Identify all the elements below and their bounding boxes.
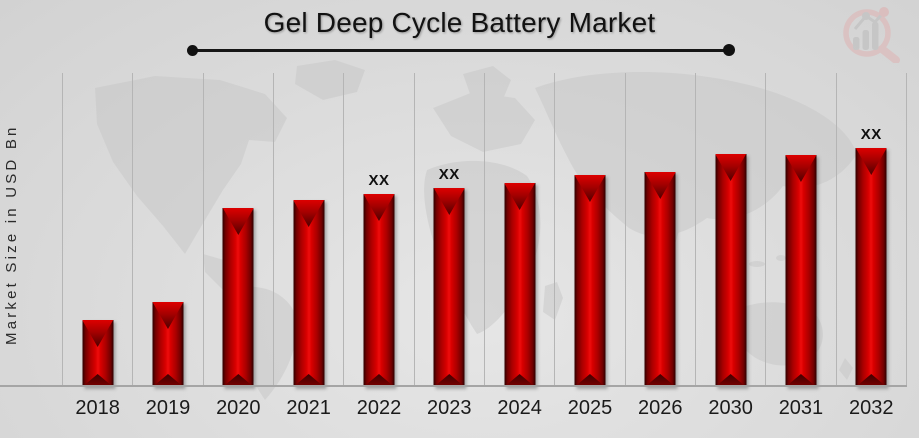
bar-value-label: XX: [368, 172, 390, 189]
bar-value-label: XX: [860, 126, 882, 143]
bar-2019: [152, 302, 184, 387]
bar-2025: [574, 175, 606, 387]
chart-column: 2019: [133, 73, 204, 419]
bar-2022: [363, 194, 395, 387]
bar-chart-magnifier-logo-icon: [843, 7, 900, 63]
x-axis-label-2023: 2023: [427, 397, 472, 419]
bar-2032: [855, 148, 887, 387]
chart-column: 2021: [274, 73, 345, 419]
x-axis-label-2022: 2022: [356, 397, 402, 419]
bar-2031: [785, 155, 817, 387]
bar-2018: [82, 320, 114, 387]
chart-column: 2020: [204, 73, 274, 419]
chart-column: 2026: [626, 73, 696, 419]
chart-column: 2031: [766, 73, 837, 419]
x-axis-label-2032: 2032: [849, 397, 894, 419]
bar-2020: [222, 208, 254, 387]
chart-column: XX 2023: [415, 73, 485, 419]
x-axis-line: [0, 385, 907, 387]
y-axis-label: Market Size in USD Bn: [3, 124, 20, 346]
bar-2030: [715, 154, 747, 387]
chart-column: 2024: [485, 73, 556, 419]
chart-column: 2025: [555, 73, 626, 419]
chart-title: Gel Deep Cycle Battery Market: [263, 7, 656, 38]
chart-column: 2030: [696, 73, 767, 419]
x-axis-label-2031: 2031: [778, 397, 824, 419]
x-axis-label-2020: 2020: [216, 397, 261, 419]
bar-2024: [504, 183, 536, 387]
chart-column: XX 2032: [837, 73, 907, 419]
x-axis-label-2024: 2024: [497, 397, 542, 419]
x-axis-label-2026: 2026: [638, 397, 683, 419]
x-axis-label-2025: 2025: [567, 397, 613, 419]
x-axis-label-2018: 2018: [75, 397, 120, 419]
chart-column: XX 2022: [344, 73, 415, 419]
chart-column: 2018: [63, 73, 134, 419]
bar-value-label: XX: [438, 166, 460, 183]
title-underline: [187, 44, 735, 55]
bar-2023: [433, 188, 465, 387]
plot-area: 2018 2019 2020 2021 XX 2022 XX 2023 2024 2025 2026…: [62, 73, 907, 419]
x-axis-label-2021: 2021: [286, 397, 331, 419]
x-axis-label-2019: 2019: [145, 397, 191, 419]
bar-2026: [644, 172, 676, 387]
x-axis-label-2030: 2030: [708, 397, 753, 419]
bar-2021: [293, 200, 325, 387]
